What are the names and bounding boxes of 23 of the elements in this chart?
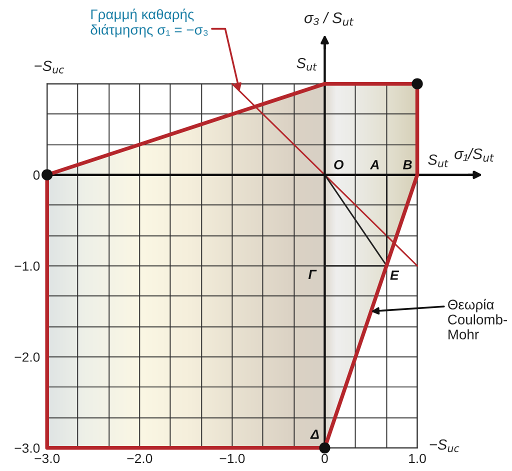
annotation: Γραμμή καθαρής διάτμησης σ₁ = −σ₃: [90, 8, 208, 38]
y-tick-label: −3.0: [14, 443, 40, 453]
x-tick-label: 0: [322, 454, 328, 464]
annotation: Θεωρία Coulomb- Mohr: [448, 298, 507, 340]
x-axis-title: σ₁/S$_{ut}$: [454, 148, 494, 162]
x-tick-label: 1.0: [409, 454, 426, 464]
annotation: S$_{ut}$: [296, 58, 317, 71]
annotation: Δ: [310, 430, 319, 439]
x-tick-label: −2.0: [127, 454, 152, 464]
text: −S$_{uc}$: [34, 60, 64, 74]
annotation: E: [390, 270, 400, 280]
annotation: S$_{ut}$: [428, 154, 448, 168]
x-tick-label: −1.0: [220, 454, 245, 464]
y-tick-label: −1.0: [14, 261, 40, 271]
y-tick-label: −2.0: [14, 352, 40, 362]
text: −S$_{uc}$: [430, 439, 460, 452]
x-tick-label: −3.0: [34, 454, 60, 464]
annotation: A: [370, 160, 379, 170]
y-axis-title: σ₃ / S$_{ut}$: [304, 12, 354, 26]
annotation: B: [403, 160, 412, 170]
annotation: O: [334, 160, 344, 170]
annotation: Γ: [308, 270, 317, 280]
y-tick-label: 0: [33, 170, 40, 180]
